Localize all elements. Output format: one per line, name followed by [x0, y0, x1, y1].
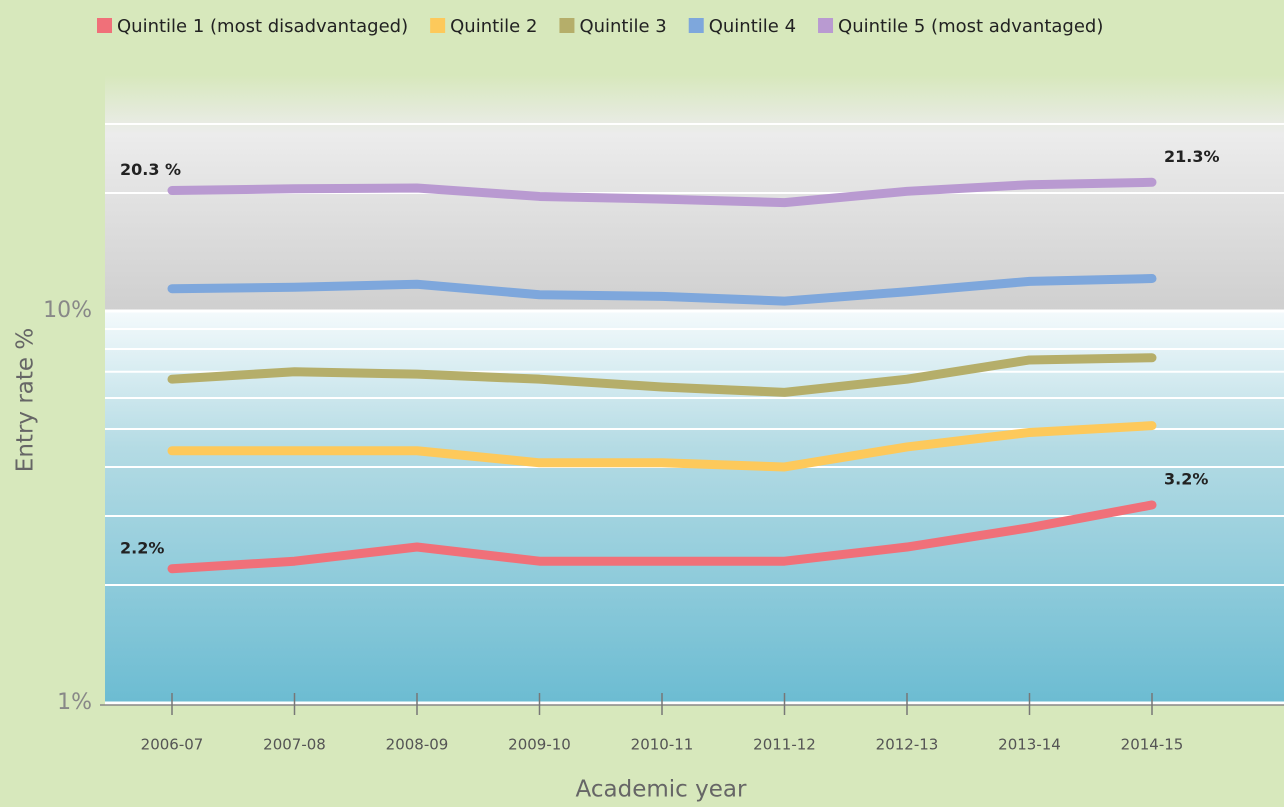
legend-swatch: [97, 18, 112, 33]
y-tick-label: 1%: [57, 690, 92, 715]
series-line: [167, 421, 1157, 472]
series-line: [167, 500, 1157, 574]
series-line: [167, 353, 1157, 397]
x-tick-label: 2012-13: [876, 736, 939, 754]
data-label: 20.3 %: [120, 160, 181, 179]
legend-swatch: [688, 18, 704, 33]
series-line: [167, 274, 1157, 306]
legend-label: Quintile 5 (most advantaged): [838, 16, 1103, 37]
series-line: [167, 177, 1157, 208]
legend-label: Quintile 4: [709, 16, 796, 37]
x-tick-label: 2009-10: [508, 736, 571, 754]
legend-label: Quintile 3: [579, 16, 666, 37]
y-tick-label: 10%: [43, 298, 92, 323]
x-tick-label: 2008-09: [386, 736, 449, 754]
legend-label: Quintile 1 (most disadvantaged): [117, 16, 408, 37]
x-tick-label: 2007-08: [263, 736, 326, 754]
x-tick-label: 2014-15: [1121, 736, 1184, 754]
x-tick-label: 2006-07: [141, 736, 204, 754]
legend-swatch: [818, 18, 834, 33]
data-label: 3.2%: [1164, 469, 1208, 488]
x-tick-label: 2013-14: [998, 736, 1061, 754]
x-axis-title: Academic year: [576, 777, 747, 803]
x-tick-label: 2010-11: [631, 736, 694, 754]
x-tick-label: 2011-12: [753, 736, 816, 754]
legend-swatch: [430, 18, 446, 33]
y-axis-title: Entry rate %: [13, 328, 39, 472]
legend-swatch: [559, 18, 575, 33]
legend-label: Quintile 2: [450, 16, 537, 37]
data-label: 21.3%: [1164, 147, 1220, 166]
data-label: 2.2%: [120, 538, 164, 557]
